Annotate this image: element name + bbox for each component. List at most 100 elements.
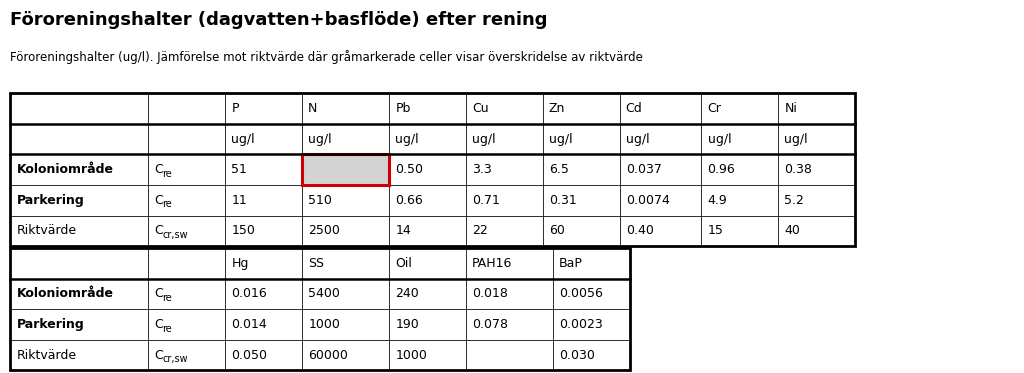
Text: 1000: 1000 bbox=[395, 349, 427, 361]
Bar bbox=[778, 124, 855, 154]
Text: 0.50: 0.50 bbox=[395, 163, 423, 176]
Bar bbox=[778, 185, 855, 216]
Bar bbox=[543, 154, 620, 185]
Bar bbox=[302, 154, 389, 185]
Bar bbox=[466, 185, 543, 216]
Bar bbox=[10, 309, 148, 340]
Text: cr,sw: cr,sw bbox=[163, 230, 188, 240]
Text: re: re bbox=[163, 199, 172, 209]
Bar bbox=[466, 279, 553, 309]
Text: 0.018: 0.018 bbox=[472, 288, 508, 300]
Text: 190: 190 bbox=[395, 318, 419, 331]
Text: cr,sw: cr,sw bbox=[163, 354, 188, 364]
Bar bbox=[225, 93, 302, 124]
Bar bbox=[225, 124, 302, 154]
Bar bbox=[389, 93, 466, 124]
Bar bbox=[302, 340, 389, 370]
Text: 0.0056: 0.0056 bbox=[559, 288, 603, 300]
Bar bbox=[389, 154, 466, 185]
Text: BaP: BaP bbox=[559, 257, 583, 270]
Bar bbox=[620, 93, 701, 124]
Text: 0.050: 0.050 bbox=[231, 349, 267, 361]
Text: C: C bbox=[155, 163, 164, 176]
Text: C: C bbox=[155, 318, 164, 331]
Bar bbox=[225, 216, 302, 246]
Text: 4.9: 4.9 bbox=[708, 194, 727, 207]
Text: 60000: 60000 bbox=[308, 349, 348, 361]
Bar bbox=[10, 185, 148, 216]
Text: Riktvärde: Riktvärde bbox=[16, 349, 77, 361]
Bar bbox=[10, 154, 148, 185]
Bar bbox=[701, 93, 778, 124]
Text: ug/l: ug/l bbox=[472, 133, 496, 145]
Bar bbox=[148, 309, 225, 340]
Bar bbox=[225, 279, 302, 309]
Text: Cu: Cu bbox=[472, 102, 488, 115]
Bar bbox=[225, 309, 302, 340]
Bar bbox=[148, 185, 225, 216]
Text: C: C bbox=[155, 225, 164, 237]
Bar bbox=[389, 124, 466, 154]
Bar bbox=[553, 340, 630, 370]
Text: 2700: 2700 bbox=[308, 163, 340, 176]
Bar bbox=[620, 216, 701, 246]
Bar bbox=[553, 248, 630, 279]
Bar bbox=[620, 185, 701, 216]
Text: ug/l: ug/l bbox=[308, 133, 332, 145]
Bar bbox=[148, 248, 225, 279]
Text: 0.016: 0.016 bbox=[231, 288, 267, 300]
Bar bbox=[466, 340, 553, 370]
Bar bbox=[553, 279, 630, 309]
Text: re: re bbox=[163, 169, 172, 179]
Text: Oil: Oil bbox=[395, 257, 412, 270]
Bar bbox=[389, 185, 466, 216]
Bar bbox=[302, 248, 389, 279]
Bar bbox=[10, 124, 148, 154]
Text: 15: 15 bbox=[708, 225, 724, 237]
Text: 0.96: 0.96 bbox=[708, 163, 735, 176]
Bar bbox=[225, 185, 302, 216]
Bar bbox=[466, 216, 543, 246]
Text: 1000: 1000 bbox=[308, 318, 340, 331]
Bar bbox=[10, 216, 148, 246]
Text: Riktvärde: Riktvärde bbox=[16, 225, 77, 237]
Bar bbox=[466, 309, 553, 340]
Bar bbox=[778, 154, 855, 185]
Bar bbox=[389, 216, 466, 246]
Text: P: P bbox=[231, 102, 239, 115]
Bar bbox=[10, 93, 148, 124]
Bar bbox=[466, 248, 553, 279]
Bar bbox=[389, 248, 466, 279]
Text: 14: 14 bbox=[395, 225, 411, 237]
Text: 60: 60 bbox=[549, 225, 565, 237]
Text: Zn: Zn bbox=[549, 102, 565, 115]
Text: 6.5: 6.5 bbox=[549, 163, 568, 176]
Text: 0.38: 0.38 bbox=[784, 163, 812, 176]
Bar bbox=[225, 248, 302, 279]
Bar bbox=[701, 216, 778, 246]
Bar bbox=[543, 93, 620, 124]
Text: 5400: 5400 bbox=[308, 288, 340, 300]
Text: re: re bbox=[163, 323, 172, 333]
Text: Koloniområde: Koloniområde bbox=[16, 288, 114, 300]
Bar bbox=[620, 124, 701, 154]
Bar bbox=[389, 279, 466, 309]
Bar bbox=[10, 340, 148, 370]
Text: Parkering: Parkering bbox=[16, 194, 84, 207]
Text: 11: 11 bbox=[231, 194, 247, 207]
Bar bbox=[543, 185, 620, 216]
Text: Föroreningshalter (ug/l). Jämförelse mot riktvärde där gråmarkerade celler visar: Föroreningshalter (ug/l). Jämförelse mot… bbox=[10, 50, 643, 64]
Bar bbox=[10, 248, 148, 279]
Bar bbox=[10, 279, 148, 309]
Bar bbox=[553, 309, 630, 340]
Text: SS: SS bbox=[308, 257, 325, 270]
Text: 0.0023: 0.0023 bbox=[559, 318, 603, 331]
Text: 51: 51 bbox=[231, 163, 248, 176]
Bar bbox=[543, 124, 620, 154]
Text: N: N bbox=[308, 102, 317, 115]
Text: Hg: Hg bbox=[231, 257, 249, 270]
Bar bbox=[302, 93, 389, 124]
Text: C: C bbox=[155, 194, 164, 207]
Bar bbox=[10, 93, 855, 246]
Text: 0.037: 0.037 bbox=[626, 163, 662, 176]
